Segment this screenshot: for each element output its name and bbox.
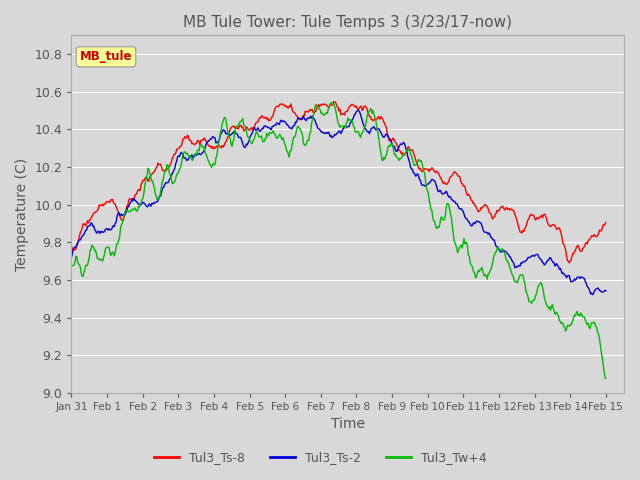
Tul3_Ts-2 — [309, 115, 317, 120]
Tul3_Ts-8 — [309, 109, 317, 115]
Tul3_Ts-8 — [602, 220, 610, 226]
X-axis label: Time: Time — [330, 418, 365, 432]
Tul3_Ts-2 — [205, 138, 212, 144]
Tul3_Tw+4 — [383, 148, 391, 154]
Tul3_Ts-2 — [471, 221, 479, 227]
Tul3_Tw+4 — [471, 271, 479, 276]
Tul3_Ts-8 — [383, 130, 391, 136]
Y-axis label: Temperature (C): Temperature (C) — [15, 157, 29, 271]
Line: Tul3_Ts-8: Tul3_Ts-8 — [72, 101, 606, 263]
Title: MB Tule Tower: Tule Temps 3 (3/23/17-now): MB Tule Tower: Tule Temps 3 (3/23/17-now… — [183, 15, 512, 30]
Line: Tul3_Ts-2: Tul3_Ts-2 — [72, 110, 606, 295]
Tul3_Tw+4 — [68, 263, 76, 269]
Tul3_Tw+4 — [426, 197, 433, 203]
Tul3_Ts-2 — [426, 180, 433, 186]
Tul3_Ts-2 — [354, 108, 362, 113]
Tul3_Ts-2 — [602, 288, 610, 294]
Tul3_Ts-8 — [162, 168, 170, 174]
Legend: Tul3_Ts-8, Tul3_Ts-2, Tul3_Tw+4: Tul3_Ts-8, Tul3_Ts-2, Tul3_Tw+4 — [148, 446, 492, 469]
Tul3_Tw+4 — [328, 99, 336, 105]
Tul3_Ts-8 — [330, 98, 337, 104]
Tul3_Tw+4 — [162, 166, 170, 172]
Tul3_Ts-8 — [565, 260, 573, 266]
Tul3_Ts-2 — [68, 254, 76, 260]
Tul3_Ts-2 — [162, 180, 170, 186]
Tul3_Tw+4 — [602, 375, 610, 381]
Tul3_Ts-8 — [68, 244, 76, 250]
Tul3_Ts-2 — [589, 292, 596, 298]
Line: Tul3_Tw+4: Tul3_Tw+4 — [72, 102, 606, 378]
Tul3_Tw+4 — [309, 114, 317, 120]
Tul3_Ts-8 — [426, 168, 433, 174]
Tul3_Ts-8 — [205, 143, 212, 149]
Tul3_Tw+4 — [205, 159, 212, 165]
Tul3_Ts-8 — [471, 203, 479, 208]
Tul3_Ts-2 — [383, 132, 391, 138]
Text: MB_tule: MB_tule — [80, 50, 132, 63]
